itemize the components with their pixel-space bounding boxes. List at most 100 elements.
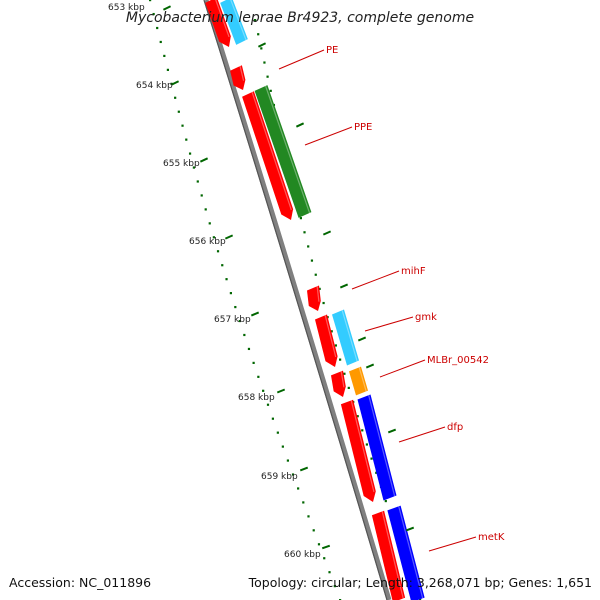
gene-feature-red-highlight bbox=[381, 511, 404, 599]
tick-label-655: 655 kbp bbox=[163, 159, 200, 169]
inner-tick-dot bbox=[310, 259, 314, 262]
gene-label-pe[interactable]: PE bbox=[326, 45, 338, 56]
major-ticks bbox=[162, 5, 415, 550]
gene-label-mihf[interactable]: mihF bbox=[401, 266, 426, 277]
inner-tick-dot bbox=[343, 372, 346, 375]
outer-tick-dot bbox=[317, 543, 321, 546]
inner-tick-mark bbox=[357, 336, 367, 342]
inner-tick-dot bbox=[307, 245, 310, 248]
outer-tick-dot bbox=[221, 264, 224, 267]
inner-tick-dot bbox=[384, 499, 387, 503]
outer-tick-dot bbox=[312, 529, 315, 532]
outer-tick-dot bbox=[252, 361, 255, 364]
outer-tick-dot bbox=[208, 222, 211, 225]
gene-feature-red[interactable] bbox=[242, 91, 294, 220]
inner-tick-mark bbox=[405, 526, 415, 532]
outer-tick-dot bbox=[276, 431, 279, 434]
gene-features bbox=[205, 0, 425, 600]
gene-label-line bbox=[364, 316, 414, 332]
outer-tick-dot bbox=[238, 319, 241, 323]
outer-tick-dot bbox=[212, 236, 215, 239]
tick-label-660: 660 kbp bbox=[284, 550, 321, 560]
inner-tick-dot bbox=[361, 429, 364, 432]
gene-label-mlbr00542[interactable]: MLBr_00542 bbox=[427, 355, 489, 366]
gene-feature-green[interactable] bbox=[254, 85, 312, 218]
gene-label-line bbox=[304, 126, 353, 146]
inner-tick-dot bbox=[303, 231, 306, 234]
inner-tick-dot bbox=[266, 75, 269, 78]
inner-tick-mark bbox=[295, 122, 305, 128]
gene-feature-red-highlight bbox=[340, 371, 345, 388]
gene-label-gmk[interactable]: gmk bbox=[415, 312, 437, 323]
outer-tick-dot bbox=[323, 557, 326, 560]
outer-tick-dot bbox=[266, 403, 270, 406]
major-tick-mark bbox=[199, 157, 209, 163]
outer-tick-dot bbox=[262, 389, 265, 392]
outer-tick-dot bbox=[271, 417, 274, 420]
gene-feature-blue-highlight bbox=[398, 506, 424, 599]
gene-feature-orange[interactable] bbox=[349, 366, 368, 396]
outer-tick-dot bbox=[297, 487, 300, 490]
accession-text: Accession: NC_011896 bbox=[9, 575, 151, 590]
inner-tick-dot bbox=[356, 415, 359, 418]
gene-feature-red[interactable] bbox=[307, 285, 321, 312]
inner-tick-dot bbox=[257, 33, 260, 36]
gene-feature-red[interactable] bbox=[340, 399, 376, 502]
gene-feature-red[interactable] bbox=[315, 314, 338, 368]
gene-feature-cyan[interactable] bbox=[332, 309, 359, 366]
inner-tick-dot bbox=[269, 89, 272, 92]
gene-labels: PE PPE mihF gmk MLBr_00542 dfp metK bbox=[326, 45, 505, 543]
major-tick-mark bbox=[321, 544, 331, 550]
gene-feature-blue[interactable] bbox=[357, 394, 397, 501]
gene-feature-red-highlight bbox=[215, 0, 230, 38]
tick-label-653: 653 kbp bbox=[108, 3, 145, 13]
inner-tick-dot bbox=[314, 273, 317, 276]
tick-label-657: 657 kbp bbox=[214, 315, 251, 325]
outer-tick-dot bbox=[216, 250, 220, 253]
gene-feature-blue-highlight bbox=[368, 395, 396, 497]
major-tick-mark bbox=[299, 466, 309, 472]
backbone-shadow bbox=[203, 0, 388, 600]
inner-tick-mark bbox=[387, 428, 397, 434]
gene-label-line bbox=[278, 49, 325, 70]
gene-label-metk[interactable]: metK bbox=[478, 532, 505, 543]
major-tick-mark bbox=[250, 311, 260, 317]
major-tick-mark bbox=[162, 5, 172, 11]
inner-tick-dot bbox=[260, 47, 263, 50]
outer-tick-dot bbox=[192, 166, 195, 169]
gene-feature-cyan-highlight bbox=[341, 310, 358, 362]
outer-tick-dot bbox=[177, 110, 180, 113]
gene-feature-cyan[interactable] bbox=[220, 0, 248, 45]
gene-feature-red[interactable] bbox=[230, 65, 246, 90]
tick-label-658: 658 kbp bbox=[238, 393, 275, 403]
gene-feature-red-highlight bbox=[316, 286, 320, 302]
outer-tick-dot bbox=[204, 208, 207, 211]
outer-tick-dot bbox=[225, 278, 228, 281]
gene-feature-red[interactable] bbox=[205, 0, 231, 47]
outer-tick-dot bbox=[302, 501, 305, 504]
inner-tick-dot bbox=[263, 61, 266, 64]
gene-feature-red[interactable] bbox=[371, 510, 406, 600]
outer-tick-dot bbox=[243, 333, 246, 337]
gene-feature-orange-highlight bbox=[358, 367, 367, 392]
gene-feature-blue[interactable] bbox=[387, 505, 425, 600]
tick-label-659: 659 kbp bbox=[261, 472, 298, 482]
genome-backbone bbox=[203, 0, 392, 600]
gene-label-ppe[interactable]: PPE bbox=[354, 122, 372, 133]
gene-label-dfp[interactable]: dfp bbox=[447, 422, 463, 433]
gene-feature-red-highlight bbox=[251, 91, 292, 211]
inner-tick-mark bbox=[365, 363, 375, 369]
inner-tick-dot bbox=[365, 443, 368, 446]
gene-feature-red-highlight bbox=[239, 65, 245, 81]
major-tick-mark bbox=[276, 388, 286, 394]
outer-tick-dot bbox=[286, 459, 290, 462]
inner-tick-dot bbox=[347, 386, 350, 390]
gene-feature-red[interactable] bbox=[331, 370, 346, 397]
inner-tick-mark bbox=[322, 230, 332, 236]
tick-label-654: 654 kbp bbox=[136, 81, 173, 91]
outer-tick-dot bbox=[149, 0, 152, 2]
inner-tick-dot bbox=[299, 217, 302, 220]
gene-label-line bbox=[379, 359, 426, 378]
outer-tick-dot bbox=[234, 305, 237, 309]
